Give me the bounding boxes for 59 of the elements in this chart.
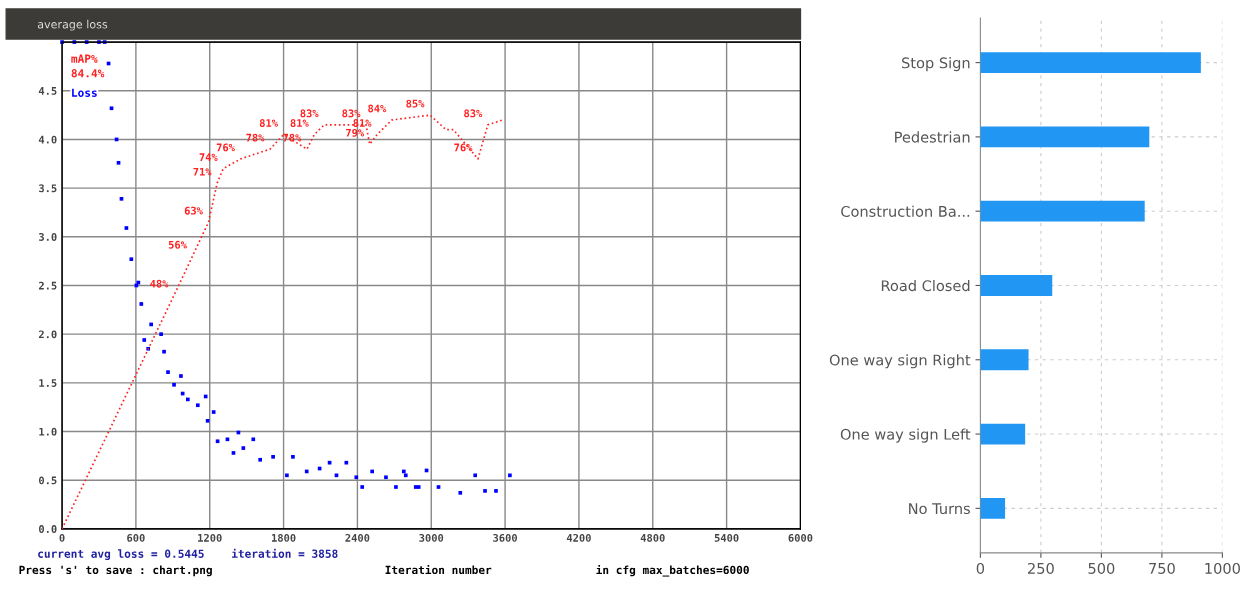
y-tick-label: One way sign Left [840,428,971,443]
x-tick-label: 3600 [493,533,517,542]
data-label: 81% [353,119,372,127]
y-tick-label: Road Closed [881,279,970,292]
data-label: 81% [259,119,278,127]
y-tick-label: 4.5 [38,87,57,95]
data-label: 78% [283,133,302,142]
y-tick-label: 3.5 [39,184,57,193]
y-tick-label: 1.0 [39,427,57,436]
x-tick-label: 0 [59,533,65,542]
data-label: 83% [300,109,319,118]
y-tick-label: Pedestrian [895,131,970,143]
data-label: 56% [168,240,187,249]
y-tick-label: 3.0 [39,233,57,241]
y-tick-label: One way sign Right [829,354,971,369]
data-label: 81% [290,119,309,127]
y-tick-label: No Turns [909,503,970,515]
x-tick-label: 4800 [640,533,665,542]
text: mAP% [71,54,98,63]
text: Press 's' to save : chart.png [19,565,212,577]
y-tick-label: 2.5 [38,281,57,290]
series-label: Loss [72,88,97,97]
annotation: 84.4% [71,69,105,78]
x-tick-label: 0 [976,562,985,574]
data-label: 83% [342,109,361,118]
data-label: 76% [216,143,235,152]
x-tick-label: 2400 [345,533,370,542]
x-tick-label: 1000 [1205,562,1240,574]
x-tick-label: 1200 [198,533,222,542]
x-tick-label: 1800 [271,533,296,542]
y-tick-label: 0.5 [39,476,57,485]
text: current avg loss = 0.5445 iteration = 3858 [38,548,338,561]
x-tick-label: 250 [1028,562,1054,574]
y-tick-label: 0.0 [39,525,57,533]
x-tick-label: 750 [1149,562,1175,574]
data-label: 78% [246,133,265,142]
x-tick-label: 3000 [419,533,444,542]
data-label: 84% [368,104,387,113]
data-label: 71% [193,167,212,176]
x-tick-label: 500 [1088,562,1115,574]
x-tick-label: 6000 [788,533,813,542]
y-tick-label: 1.5 [39,379,57,387]
x-tick-label: 600 [127,533,145,542]
data-label: 79% [346,128,365,137]
data-label: 74% [199,153,218,161]
data-label: 85% [406,99,425,108]
chart-title: average loss [37,19,108,31]
data-label: 63% [184,206,203,215]
x-tick-label: 4200 [566,533,591,542]
y-tick-label: 2.0 [38,330,57,339]
data-label: 76% [454,143,473,152]
x-axis-title: Iteration number [385,564,492,575]
data-label: 48% [150,279,169,288]
y-tick-label: Construction Ba... [841,205,970,217]
data-label: 83% [464,109,483,118]
y-tick-label: 4.0 [38,135,57,144]
text: in cfg max_batches=6000 [596,564,749,577]
y-tick-label: Stop Sign [902,57,970,72]
x-tick-label: 5400 [714,533,739,542]
